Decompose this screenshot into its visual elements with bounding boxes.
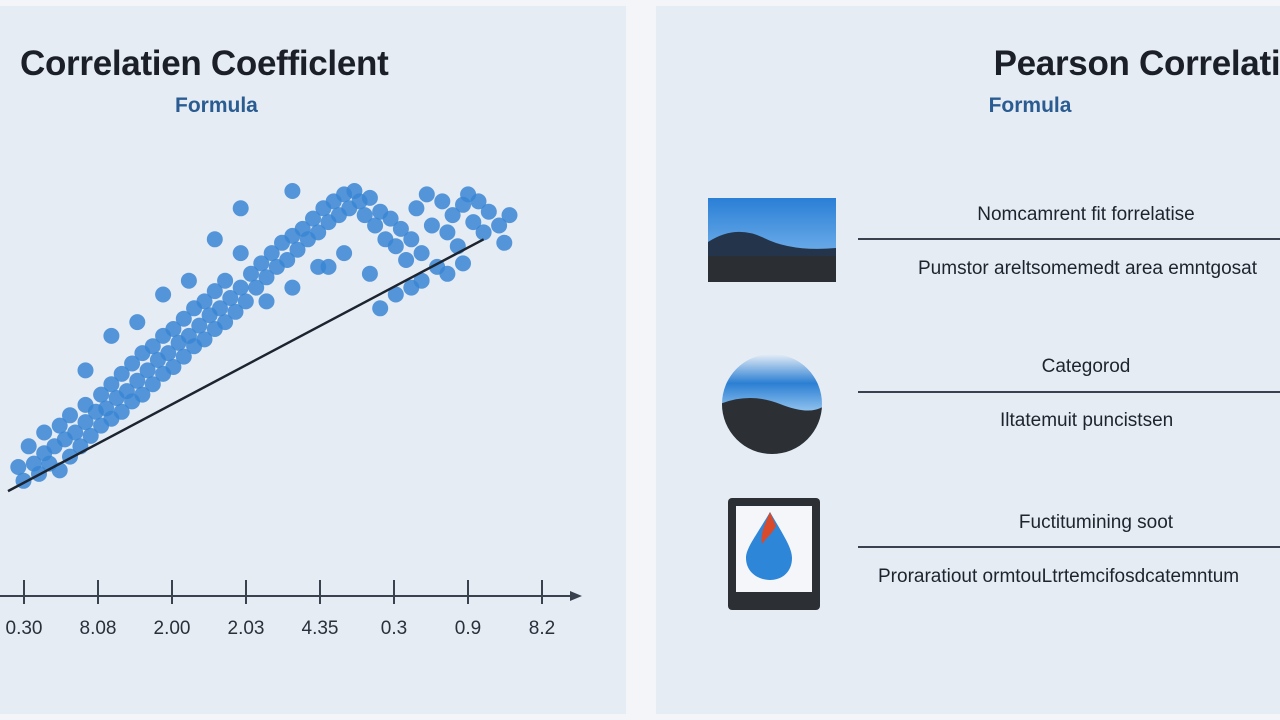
item-heading: Nomcamrent fit forrelatise: [946, 204, 1226, 226]
data-point: [321, 259, 337, 275]
x-tick-label: 4.35: [302, 618, 339, 639]
x-tick-label: 0.3: [381, 618, 407, 639]
data-point: [181, 273, 197, 289]
x-axis: [0, 591, 582, 601]
landscape-icon: [708, 198, 836, 282]
item-heading: Fuctitumining soot: [996, 512, 1196, 534]
data-point: [284, 280, 300, 296]
panel-subtitle: Formula: [656, 94, 1280, 118]
data-point: [10, 459, 26, 475]
item-description: Iltatemuit puncistsen: [1000, 410, 1280, 432]
data-point: [284, 183, 300, 199]
item-description: Proraratiout ormtouLtrtemcifosdcatemntum: [878, 566, 1280, 588]
x-tick-label: 2.00: [154, 618, 191, 639]
divider: [858, 238, 1280, 240]
item-description: Pumstor areltsomemedt area emntgosat: [918, 258, 1280, 280]
left-panel: Correlatien Coefficlent Formula 0.30 8.08…: [0, 6, 626, 714]
x-tick-label: 2.03: [228, 618, 265, 639]
points-layer: [10, 183, 517, 489]
data-point: [336, 245, 352, 261]
x-tick-label: 8.08: [80, 618, 117, 639]
data-point: [455, 255, 471, 271]
data-point: [502, 207, 518, 223]
x-tick-label: 8.2: [529, 618, 555, 639]
data-point: [496, 235, 512, 251]
data-point: [259, 293, 275, 309]
data-point: [78, 362, 94, 378]
data-point: [481, 204, 497, 220]
data-point: [372, 300, 388, 316]
data-point: [217, 273, 233, 289]
x-tick-label: 0.9: [455, 618, 481, 639]
scatter-chart: 0.30 8.08 2.00 2.03 4.35 0.3 0.9 8.2: [0, 146, 626, 646]
right-panel: Pearson Correlation Formula Nomcamrent f…: [656, 6, 1280, 714]
droplet-card-icon: [726, 496, 822, 612]
data-point: [207, 231, 223, 247]
data-point: [398, 252, 414, 268]
data-point: [439, 224, 455, 240]
data-point: [403, 280, 419, 296]
data-point: [62, 407, 78, 423]
data-point: [362, 190, 378, 206]
data-point: [424, 218, 440, 234]
data-point: [36, 425, 52, 441]
item-heading: Categorod: [1006, 356, 1166, 378]
data-point: [233, 245, 249, 261]
data-point: [21, 438, 37, 454]
data-point: [155, 287, 171, 303]
data-point: [103, 328, 119, 344]
data-point: [388, 238, 404, 254]
data-point: [403, 231, 419, 247]
data-point: [408, 200, 424, 216]
data-point: [419, 186, 435, 202]
divider: [858, 391, 1280, 393]
data-point: [233, 280, 249, 296]
landscape-circle-icon: [720, 352, 824, 456]
data-point: [238, 293, 254, 309]
divider: [858, 546, 1280, 548]
data-point: [129, 314, 145, 330]
data-point: [476, 224, 492, 240]
data-point: [367, 218, 383, 234]
x-tick-label: 0.30: [6, 618, 43, 639]
data-point: [434, 193, 450, 209]
data-point: [233, 200, 249, 216]
data-point: [362, 266, 378, 282]
data-point: [414, 245, 430, 261]
x-ticks: 0.30 8.08 2.00 2.03 4.35 0.3 0.9 8.2: [6, 580, 556, 639]
panel-title: Pearson Correlation: [656, 44, 1280, 84]
data-point: [439, 266, 455, 282]
chart-subtitle: Formula: [175, 94, 258, 118]
chart-title: Correlatien Coefficlent: [20, 44, 388, 84]
x-axis-arrow: [570, 591, 582, 601]
